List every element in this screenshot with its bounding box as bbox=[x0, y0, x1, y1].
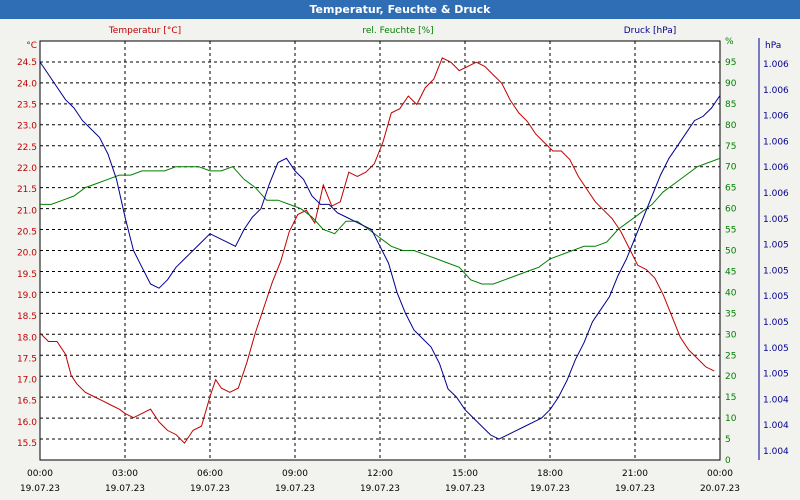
y-mid-tick: 80 bbox=[725, 121, 737, 131]
x-tick-time: 12:00 bbox=[367, 469, 393, 479]
y-mid-tick: 50 bbox=[725, 247, 737, 257]
y-right-tick: 1.006 bbox=[763, 60, 789, 70]
y-mid-tick: 0 bbox=[725, 456, 731, 466]
series-line bbox=[40, 157, 721, 285]
y-right-tick: 1.006 bbox=[763, 189, 789, 199]
y-right-tick: 1.004 bbox=[763, 421, 789, 431]
legend-press: Druck [hPa] bbox=[624, 26, 677, 36]
y-mid-tick: 95 bbox=[725, 58, 736, 68]
y-mid-tick: 40 bbox=[725, 288, 737, 298]
y-left-tick: 20.5 bbox=[17, 227, 37, 237]
y-mid-tick: 65 bbox=[725, 184, 736, 194]
y-left-tick: 21.5 bbox=[17, 185, 37, 195]
x-tick-date: 19.07.23 bbox=[615, 484, 655, 494]
y-mid-tick: 60 bbox=[725, 205, 737, 215]
y-mid-tick: 20 bbox=[725, 372, 737, 382]
x-tick-date: 19.07.23 bbox=[105, 484, 145, 494]
y-right-tick: 1.005 bbox=[763, 266, 789, 276]
y-right-tick: 1.004 bbox=[763, 395, 789, 405]
window-title: Temperatur, Feuchte & Druck bbox=[0, 0, 800, 19]
y-left-tick: 17.0 bbox=[17, 376, 37, 386]
y-right-tick: 1.005 bbox=[763, 241, 789, 251]
x-tick-time: 00:00 bbox=[27, 469, 53, 479]
y-left-tick: 19.5 bbox=[17, 270, 37, 280]
y-left-unit: °C bbox=[26, 41, 37, 51]
y-left-tick: 23.5 bbox=[17, 100, 37, 110]
x-tick-time: 06:00 bbox=[197, 469, 223, 479]
y-left-tick: 23.0 bbox=[17, 122, 37, 132]
x-tick-date: 19.07.23 bbox=[190, 484, 230, 494]
y-right-tick: 1.005 bbox=[763, 318, 789, 328]
y-left-tick: 21.0 bbox=[17, 206, 37, 216]
plot-border bbox=[39, 40, 721, 461]
x-tick-date: 20.07.23 bbox=[700, 484, 740, 494]
y-right-tick: 1.005 bbox=[763, 215, 789, 225]
y-left-tick: 22.0 bbox=[17, 164, 37, 174]
y-right-tick: 1.006 bbox=[763, 137, 789, 147]
y-left-tick: 20.0 bbox=[17, 249, 37, 259]
y-right-tick: 1.006 bbox=[763, 86, 789, 96]
x-tick-date: 19.07.23 bbox=[445, 484, 485, 494]
y-mid-tick: 70 bbox=[725, 163, 737, 173]
legend-humid: rel. Feuchte [%] bbox=[362, 26, 433, 36]
y-right-tick: 1.006 bbox=[763, 112, 789, 122]
y-right-unit: hPa bbox=[765, 41, 781, 51]
x-tick-time: 21:00 bbox=[622, 469, 648, 479]
y-mid-tick: 15 bbox=[725, 393, 736, 403]
y-right-tick: 1.005 bbox=[763, 370, 789, 380]
y-mid-tick: 45 bbox=[725, 267, 736, 277]
y-left-tick: 18.5 bbox=[17, 312, 37, 322]
y-right-tick: 1.004 bbox=[763, 447, 789, 457]
y-mid-tick: % bbox=[725, 37, 734, 47]
x-tick-time: 03:00 bbox=[112, 469, 138, 479]
y-left-tick: 19.0 bbox=[17, 291, 37, 301]
y-left-tick: 24.5 bbox=[17, 58, 37, 68]
series-line bbox=[39, 61, 721, 440]
x-tick-date: 19.07.23 bbox=[20, 484, 60, 494]
y-right-tick: 1.006 bbox=[763, 163, 789, 173]
x-tick-date: 19.07.23 bbox=[360, 484, 400, 494]
series-line bbox=[39, 57, 715, 444]
y-left-tick: 15.5 bbox=[17, 439, 37, 449]
y-left-tick: 18.0 bbox=[17, 333, 37, 343]
y-mid-tick: 5 bbox=[725, 435, 731, 445]
y-mid-tick: 55 bbox=[725, 226, 736, 236]
y-mid-tick: 90 bbox=[725, 79, 737, 89]
x-tick-date: 19.07.23 bbox=[530, 484, 570, 494]
y-mid-tick: 35 bbox=[725, 309, 736, 319]
x-tick-date: 19.07.23 bbox=[275, 484, 315, 494]
y-mid-tick: 85 bbox=[725, 100, 736, 110]
legend-temp: Temperatur [°C] bbox=[108, 26, 181, 36]
y-mid-tick: 75 bbox=[725, 142, 736, 152]
y-left-tick: 24.0 bbox=[17, 79, 37, 89]
x-tick-time: 00:00 bbox=[707, 469, 733, 479]
x-tick-time: 15:00 bbox=[452, 469, 478, 479]
y-mid-tick: 10 bbox=[725, 414, 737, 424]
y-mid-tick: 30 bbox=[725, 330, 737, 340]
y-mid-tick: 25 bbox=[725, 351, 736, 361]
y-left-tick: 22.5 bbox=[17, 143, 37, 153]
y-left-tick: 16.5 bbox=[17, 397, 37, 407]
y-right-tick: 1.005 bbox=[763, 292, 789, 302]
y-left-tick: 17.5 bbox=[17, 354, 37, 364]
x-tick-time: 09:00 bbox=[282, 469, 308, 479]
x-tick-time: 18:00 bbox=[537, 469, 563, 479]
y-left-tick: 16.0 bbox=[17, 418, 37, 428]
y-right-tick: 1.005 bbox=[763, 344, 789, 354]
